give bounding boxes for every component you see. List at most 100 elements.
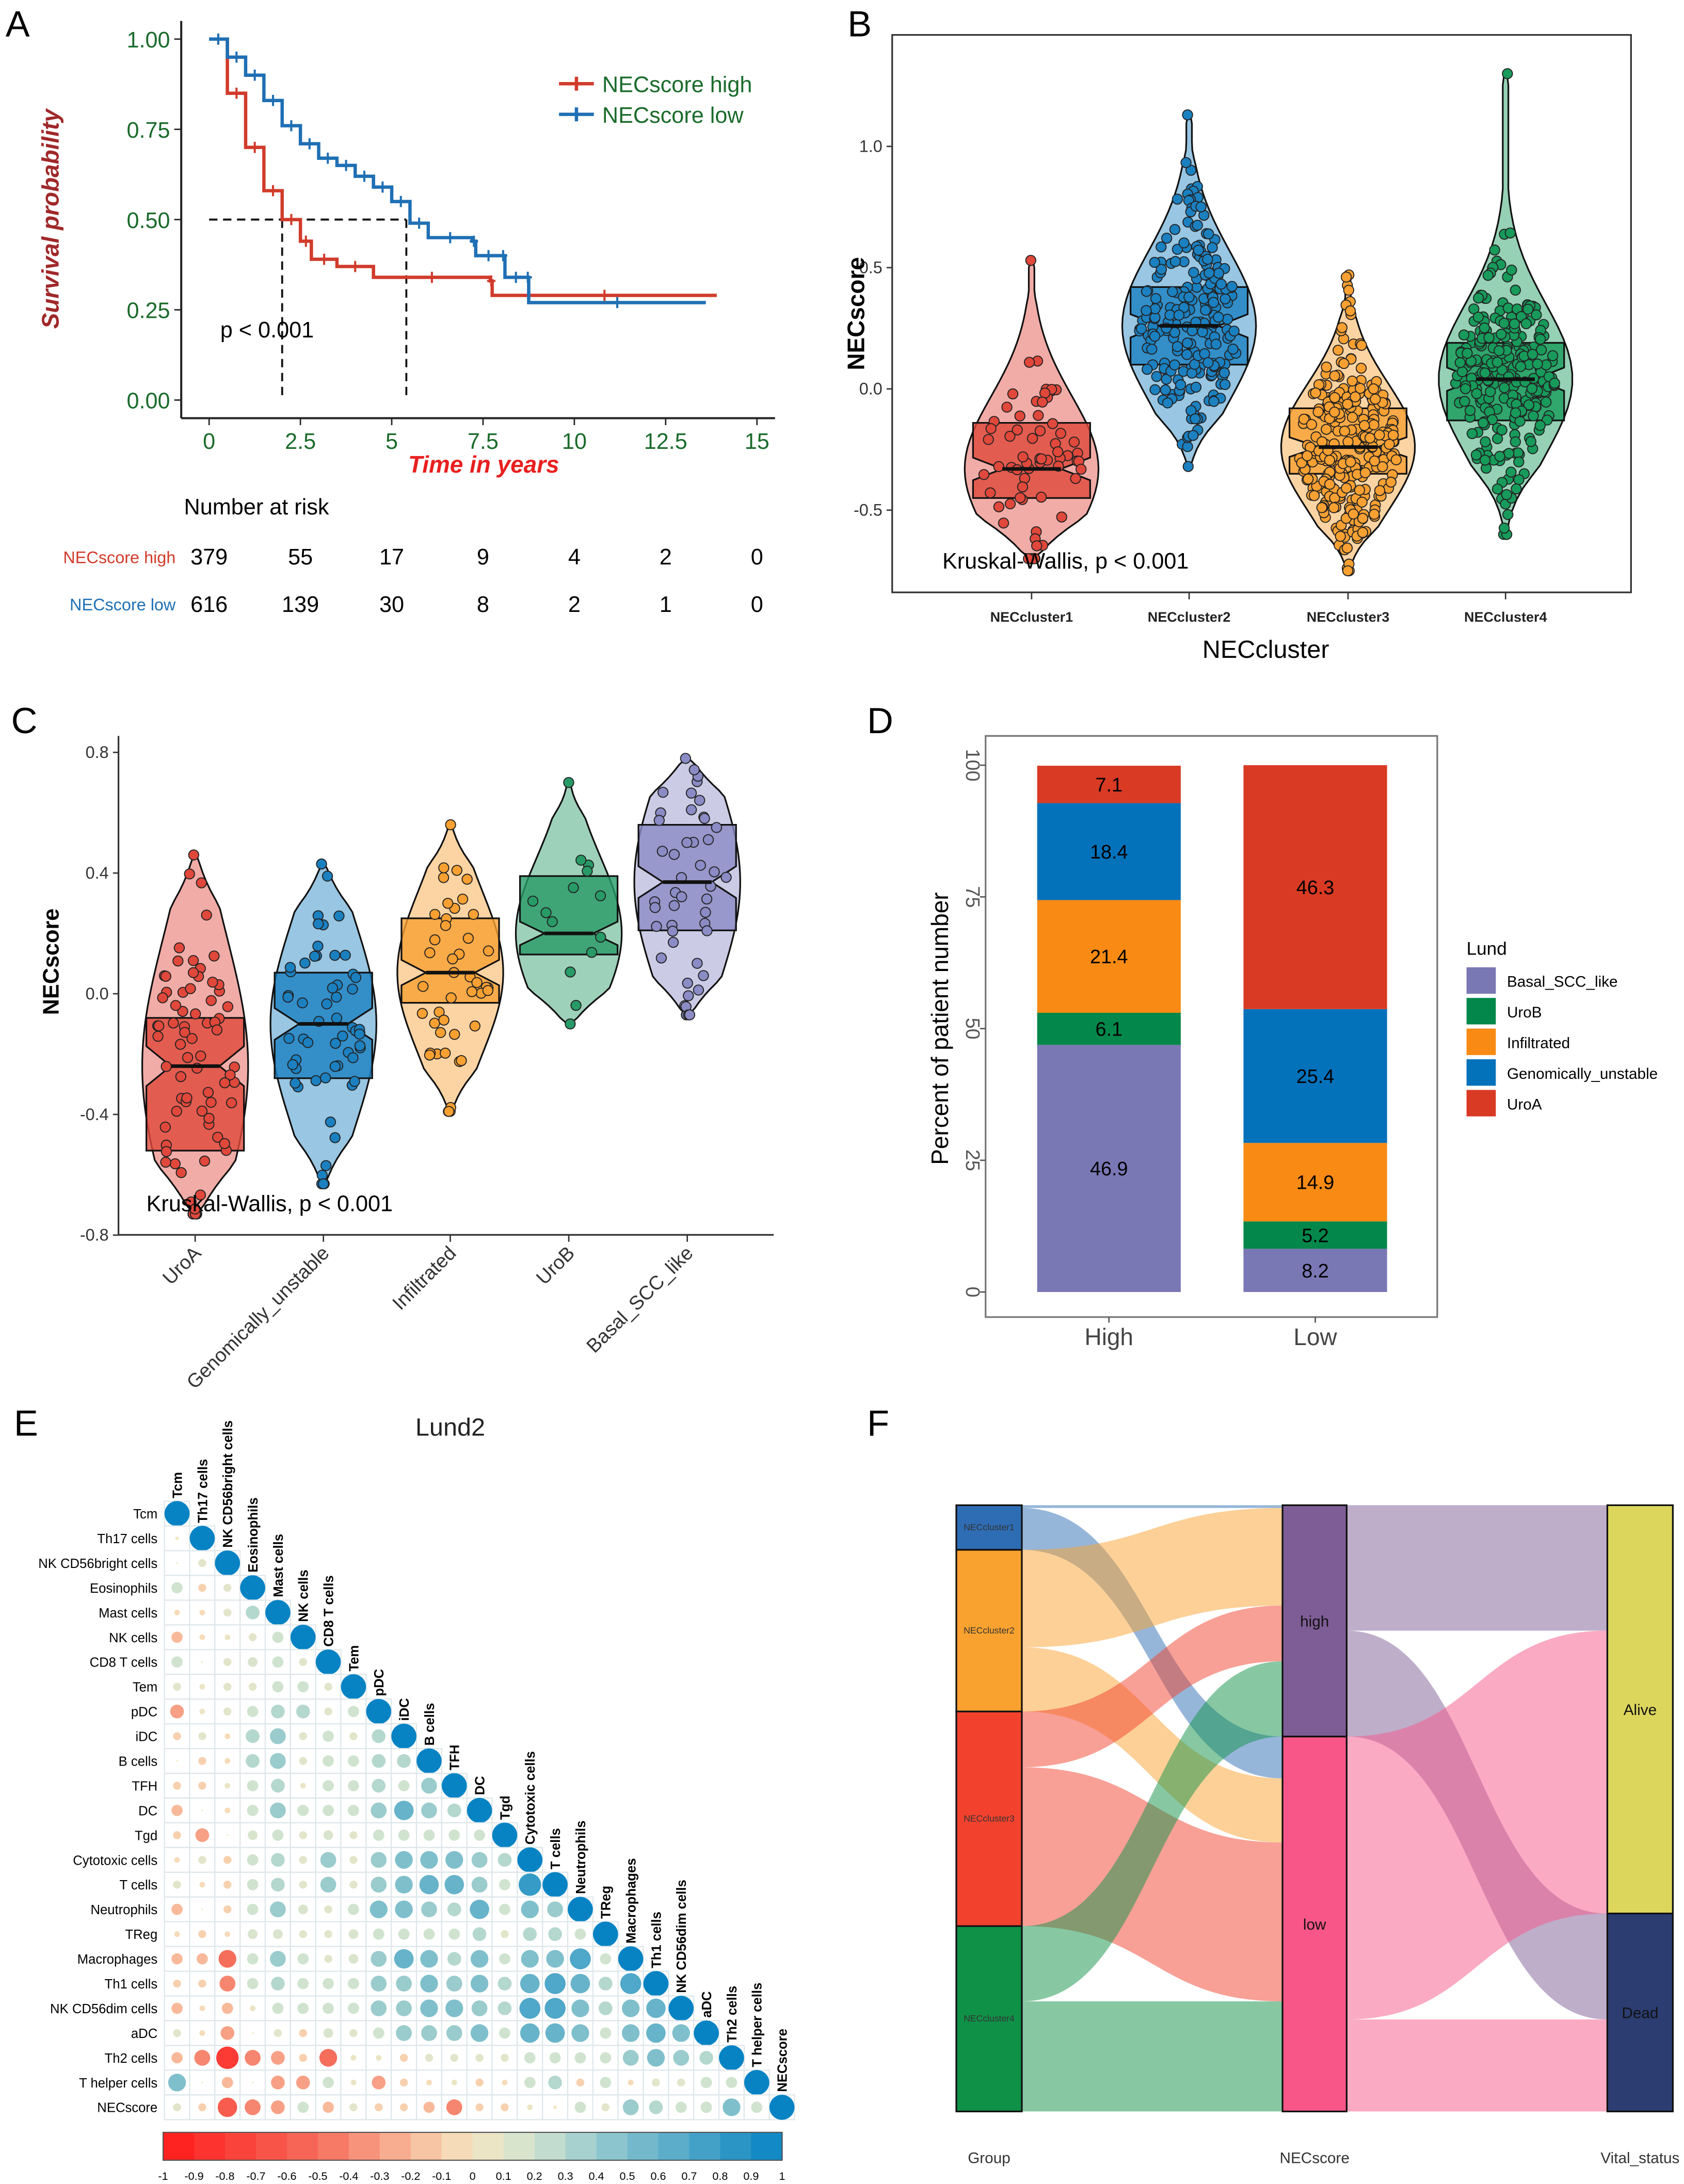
data-point [469, 1020, 480, 1032]
colorbar-segment [596, 2132, 628, 2160]
data-point [284, 962, 296, 973]
data-point [1374, 485, 1386, 496]
data-point [1068, 436, 1080, 448]
correlation-circle [553, 2105, 557, 2109]
x-tick-label: 12.5 [644, 429, 687, 454]
correlation-circle [271, 2100, 285, 2114]
correlation-circle [271, 1977, 285, 1991]
data-point [1480, 436, 1491, 447]
correlation-circle [446, 1976, 462, 1992]
correlation-circle [348, 1780, 359, 1791]
x-tick-label: NECcluster4 [1464, 609, 1547, 625]
flow-NECcluster2-high [1021, 1508, 1283, 1647]
correlation-circle [247, 1953, 259, 1965]
correlation-circle [219, 1976, 236, 1992]
data-point [1478, 417, 1489, 429]
data-point [582, 865, 593, 877]
data-point [998, 517, 1009, 529]
colorbar-tick-label: 0.3 [558, 2170, 573, 2182]
data-point [329, 1132, 341, 1143]
data-point [1312, 406, 1324, 418]
data-point [1149, 331, 1161, 342]
data-point [211, 1024, 223, 1036]
data-point [161, 1146, 172, 1157]
data-point [586, 947, 598, 958]
column-label: Neutrophils [574, 1820, 588, 1894]
data-point [1526, 383, 1538, 394]
data-point [1505, 466, 1517, 478]
correlation-circle [173, 1979, 181, 1988]
data-point [349, 1076, 360, 1087]
data-point [442, 898, 454, 909]
correlation-circle [576, 2078, 585, 2087]
data-point [1156, 264, 1167, 275]
colorbar-tick-label: 0.6 [650, 2170, 666, 2182]
data-point [429, 934, 441, 946]
data-point [568, 882, 579, 894]
correlation-circle [271, 2051, 285, 2065]
data-point [565, 966, 576, 978]
data-point [471, 977, 483, 989]
correlation-circle [170, 1704, 184, 1719]
correlation-circle [173, 1782, 181, 1790]
data-point [169, 1158, 181, 1170]
data-point [1302, 450, 1313, 462]
correlation-circle [524, 2077, 536, 2089]
data-point [680, 753, 691, 764]
flow-low-Alive [1346, 1630, 1608, 2020]
correlation-circle [498, 1977, 512, 1991]
data-point [694, 795, 705, 806]
correlation-circle [499, 2027, 510, 2039]
x-tick-label: 7.5 [468, 429, 499, 454]
correlation-circle [174, 1931, 180, 1937]
correlation-circle [475, 2103, 484, 2111]
data-point [570, 1000, 582, 1011]
heatmap-cell [264, 1896, 291, 1922]
correlation-circle [299, 1856, 307, 1864]
data-point [1466, 428, 1478, 440]
correlation-circle [245, 2099, 261, 2115]
correlation-circle [446, 2025, 462, 2041]
correlation-circle [348, 1954, 359, 1964]
data-point [1470, 449, 1482, 461]
data-point [1482, 269, 1494, 281]
censor-mark [250, 69, 259, 81]
censor-mark [487, 275, 495, 287]
correlation-circle [699, 2051, 713, 2065]
colorbar-tick-label: -0.6 [277, 2170, 296, 2182]
correlation-circle [391, 1723, 416, 1749]
data-point [1499, 382, 1510, 394]
heatmap-cell [189, 2094, 216, 2121]
correlation-circle [270, 1901, 286, 1918]
legend-label: Basal_SCC_like [1507, 974, 1618, 991]
data-point [1182, 337, 1193, 349]
correlation-circle [171, 1582, 183, 1594]
correlation-circle [246, 1606, 260, 1620]
correlation-circle [251, 2032, 254, 2034]
correlation-circle [574, 2052, 586, 2064]
y-tick-label: 25 [961, 1150, 983, 1171]
correlation-circle [523, 1927, 537, 1941]
data-point [1162, 397, 1174, 409]
data-point [457, 893, 469, 905]
legend-swatch [1466, 1090, 1496, 1117]
colorbar-segment [286, 2132, 319, 2160]
data-point [222, 1001, 234, 1012]
correlation-circle [447, 1902, 461, 1917]
data-point [1017, 481, 1029, 493]
correlation-circle [297, 1805, 309, 1816]
correlation-circle [272, 1830, 284, 1841]
censor-mark [360, 170, 369, 182]
data-point [700, 907, 711, 918]
correlation-circle [221, 2002, 233, 2014]
plot-frame [891, 34, 1632, 593]
heatmap-cell [391, 1921, 418, 1947]
data-point [1491, 433, 1503, 444]
data-point [1012, 424, 1023, 436]
flow-NECcluster3-low [1021, 1767, 1283, 2002]
data-point [196, 877, 207, 888]
data-point [1456, 366, 1468, 378]
correlation-circle [201, 1908, 203, 1911]
bar-segment-Low-UroA [1243, 765, 1387, 1009]
correlation-circle [300, 1783, 306, 1789]
